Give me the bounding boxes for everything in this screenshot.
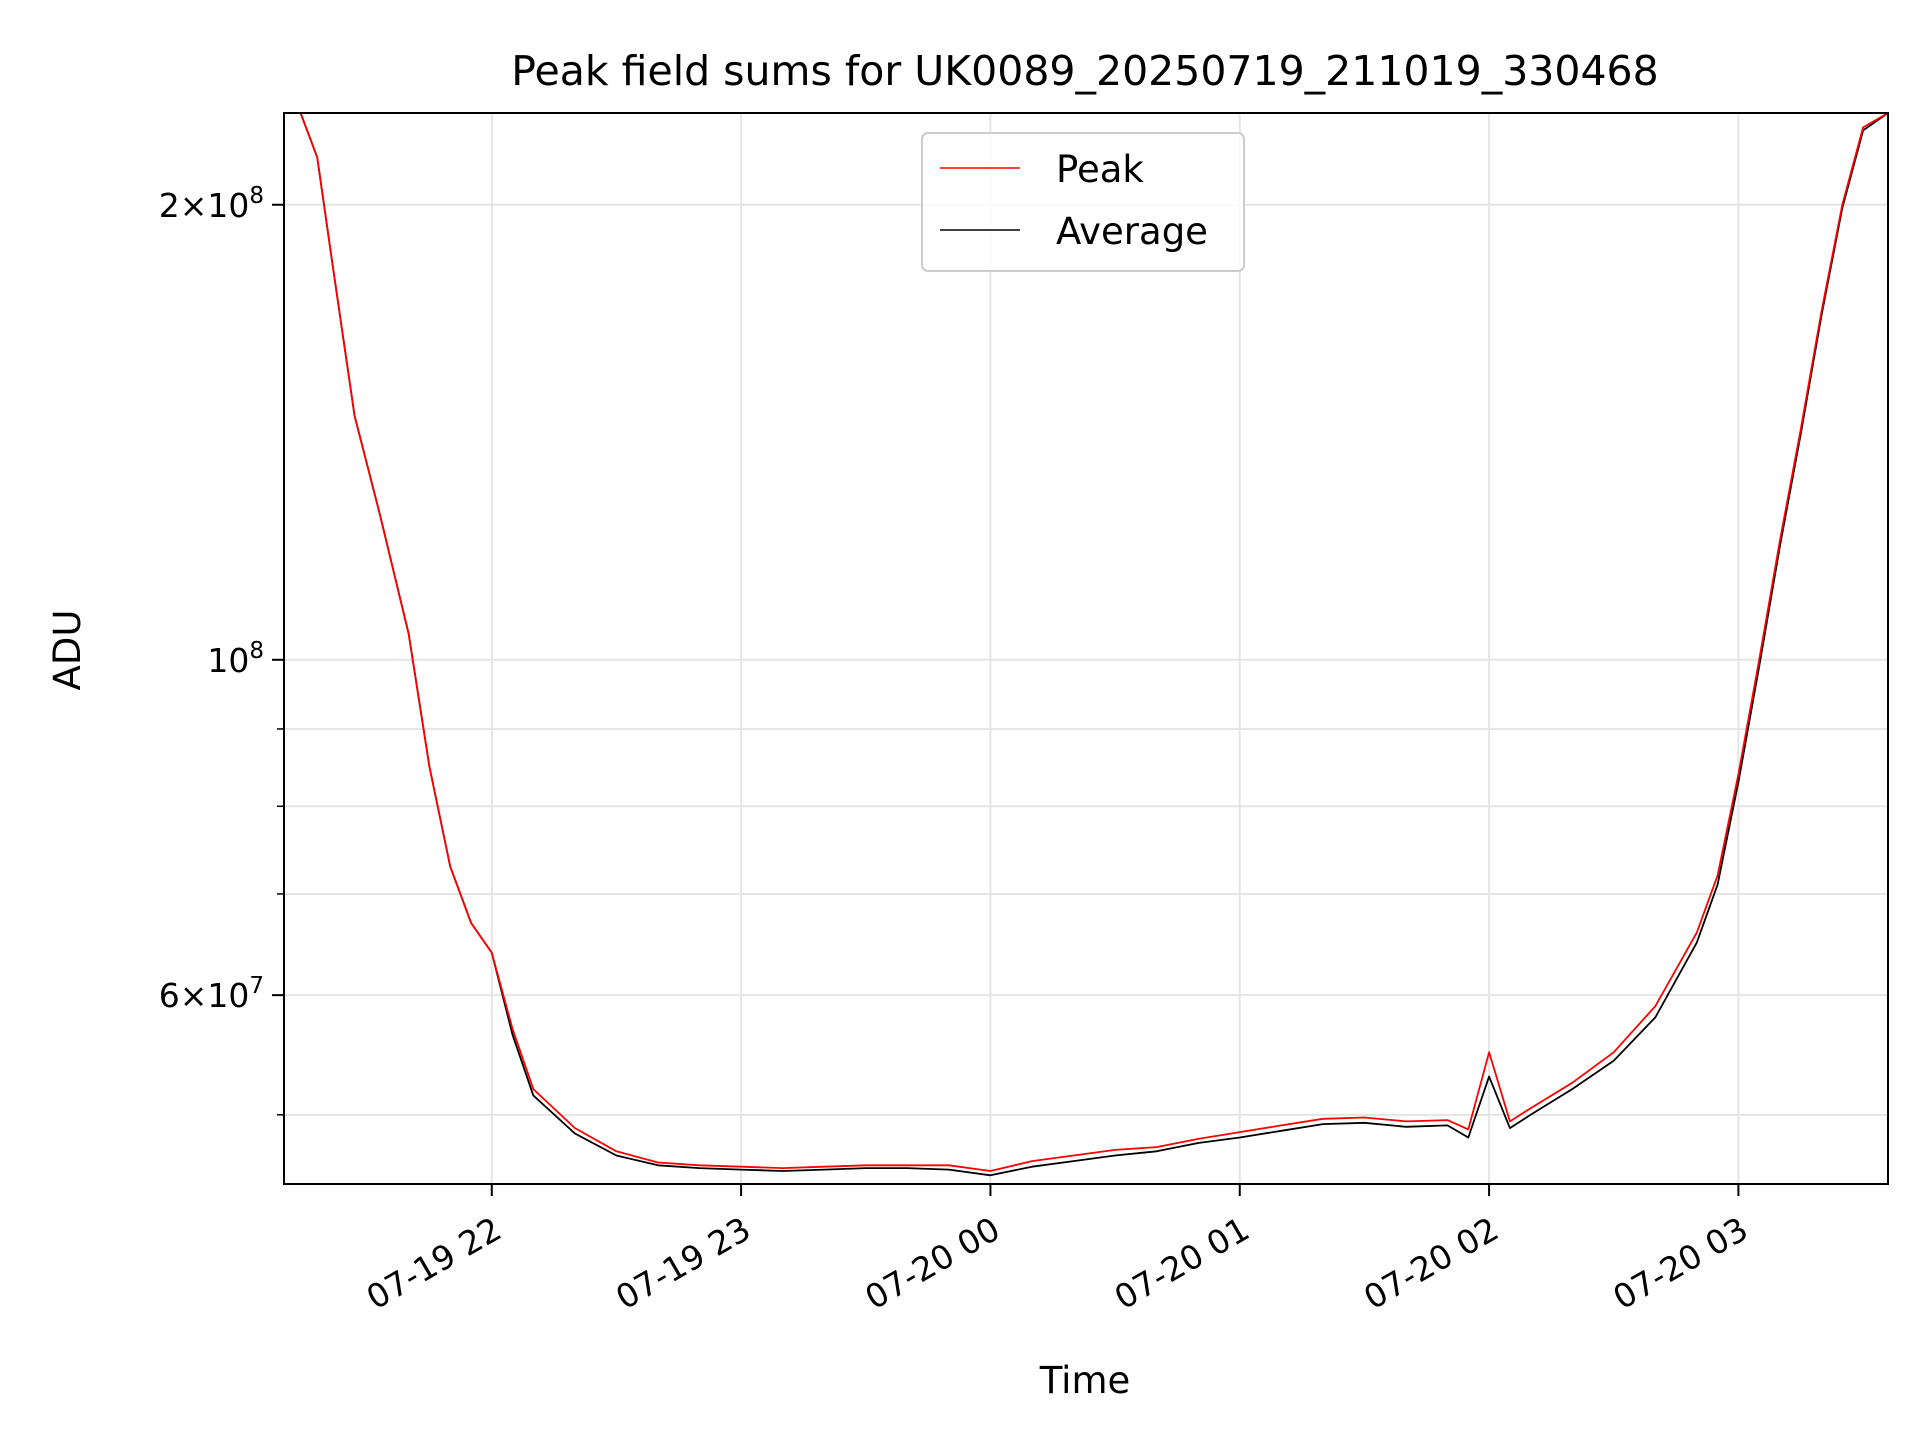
y-axis-label: ADU: [46, 610, 89, 691]
y-axis: 2×108 108 6×107: [159, 183, 284, 1116]
y-tick-label: 6×107: [159, 973, 264, 1015]
series-line-peak: [284, 112, 1889, 1172]
legend-label-average: Average: [1056, 210, 1208, 253]
legend: Peak Average: [921, 132, 1245, 272]
plot-area: [284, 112, 1889, 1177]
y-tick-label: 108: [207, 638, 264, 680]
legend-label-peak: Peak: [1056, 148, 1144, 191]
x-axis-label: Time: [1039, 1359, 1131, 1402]
axes-frame: [283, 112, 1889, 1185]
chart-title: Peak field sums for UK0089_20250719_2110…: [511, 47, 1658, 95]
y-tick-label: 2×108: [159, 183, 264, 225]
